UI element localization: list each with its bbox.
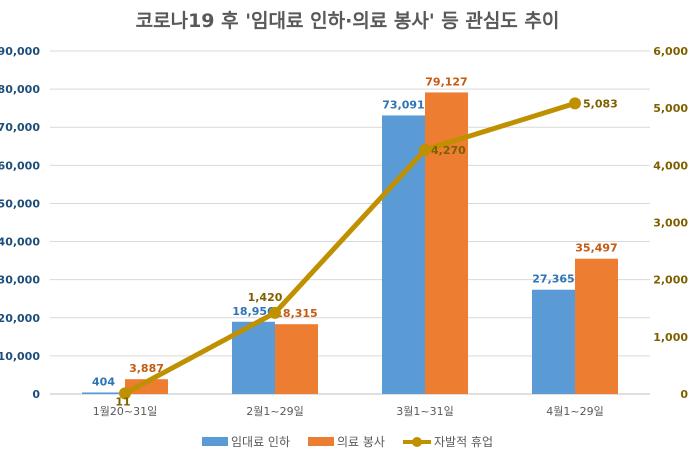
- data-label: 11: [115, 395, 130, 408]
- legend-swatch: [308, 437, 334, 446]
- data-label: 5,083: [583, 97, 618, 110]
- chart-title: 코로나19 후 '임대료 인하·의료 봉사' 등 관심도 추이: [135, 10, 560, 32]
- left-tick-label: 0: [32, 388, 40, 401]
- data-label: 18,315: [275, 307, 317, 320]
- left-tick-label: 80,000: [0, 83, 40, 96]
- right-tick-label: 2,000: [653, 274, 688, 287]
- line-point: [569, 97, 581, 110]
- data-label: 404: [92, 375, 115, 388]
- data-label: 4,270: [431, 144, 466, 157]
- data-label: 27,365: [532, 273, 574, 286]
- category-label: 2월1~29일: [246, 404, 303, 418]
- bar-rent: [82, 392, 125, 394]
- data-label: 1,420: [248, 291, 283, 304]
- line-point: [269, 306, 281, 319]
- legend-item-rent: 임대료 인하: [201, 433, 290, 450]
- data-label: 18,956: [232, 305, 275, 318]
- line-closure: [123, 101, 576, 396]
- bar-medical: [275, 324, 318, 394]
- left-tick-label: 10,000: [0, 350, 40, 363]
- legend-label: 임대료 인하: [230, 435, 290, 449]
- left-tick-label: 70,000: [0, 121, 40, 134]
- left-tick-label: 90,000: [0, 45, 40, 58]
- left-tick-label: 30,000: [0, 274, 40, 287]
- left-tick-label: 40,000: [0, 236, 40, 249]
- bar-rent: [382, 115, 425, 394]
- right-tick-label: 3,000: [653, 217, 688, 230]
- legend: 임대료 인하 의료 봉사 자발적 휴업: [0, 433, 695, 450]
- category-label: 1월20~31일: [93, 404, 157, 418]
- legend-label: 자발적 휴업: [433, 435, 493, 449]
- right-tick-label: 5,000: [653, 102, 688, 115]
- right-tick-label: 4,000: [653, 159, 688, 172]
- left-tick-label: 60,000: [0, 159, 40, 172]
- category-label: 4월1~29일: [546, 404, 603, 418]
- legend-item-closure: 자발적 휴업: [402, 433, 493, 450]
- bar-medical: [575, 258, 618, 394]
- legend-swatch: [201, 437, 228, 446]
- data-label: 35,497: [575, 242, 617, 255]
- data-label: 79,127: [425, 75, 467, 88]
- legend-label: 의료 봉사: [337, 435, 385, 449]
- right-tick-label: 0: [680, 388, 688, 401]
- bar-rent: [532, 289, 575, 394]
- legend-item-medical: 의료 봉사: [308, 433, 385, 450]
- line-point: [419, 143, 431, 156]
- category-label: 3월1~31일: [396, 404, 453, 418]
- left-tick-label: 20,000: [0, 312, 40, 325]
- data-label: 3,887: [129, 362, 164, 375]
- legend-swatch: [402, 436, 431, 447]
- right-tick-label: 6,000: [653, 45, 688, 58]
- line-point: [119, 387, 131, 400]
- right-tick-label: 1,000: [653, 331, 688, 344]
- left-tick-label: 50,000: [0, 197, 40, 210]
- data-label: 73,091: [382, 98, 424, 111]
